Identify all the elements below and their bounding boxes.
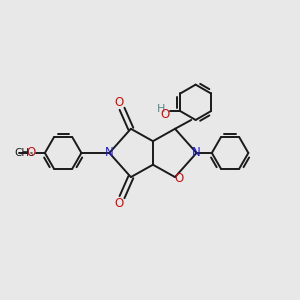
- Text: O: O: [160, 108, 170, 121]
- Text: H: H: [157, 104, 165, 114]
- Text: O: O: [115, 96, 124, 109]
- Text: CH₃: CH₃: [14, 148, 33, 158]
- Text: O: O: [26, 146, 35, 159]
- Text: N: N: [105, 146, 114, 159]
- Text: N: N: [192, 146, 201, 159]
- Text: O: O: [174, 172, 183, 185]
- Text: O: O: [115, 197, 124, 210]
